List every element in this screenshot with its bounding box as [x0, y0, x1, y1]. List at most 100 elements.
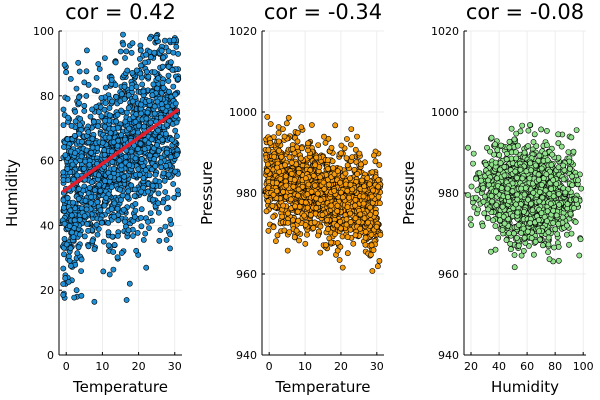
data-point — [536, 189, 543, 195]
data-point — [513, 130, 520, 137]
data-point — [495, 234, 502, 241]
data-point — [527, 122, 533, 128]
data-point — [75, 195, 82, 202]
data-point — [74, 172, 81, 179]
data-point — [334, 202, 341, 209]
data-point — [352, 196, 359, 203]
data-point — [81, 79, 88, 86]
data-point — [141, 146, 148, 152]
data-point — [546, 190, 553, 197]
data-point — [173, 119, 180, 126]
data-point — [138, 206, 145, 213]
data-point — [297, 155, 304, 162]
data-point — [295, 217, 302, 224]
data-point — [476, 170, 483, 177]
data-point — [68, 122, 75, 129]
x-axis-label: Temperature — [274, 378, 370, 396]
data-point — [60, 265, 67, 272]
data-point — [511, 230, 517, 237]
data-point — [513, 149, 519, 155]
data-point — [98, 95, 105, 101]
data-point — [125, 227, 132, 234]
data-point — [515, 142, 521, 149]
data-point — [169, 136, 175, 143]
data-point — [337, 225, 344, 232]
data-point — [111, 213, 117, 220]
data-point — [307, 212, 314, 218]
data-point — [511, 136, 518, 143]
data-point — [153, 35, 160, 41]
data-point — [527, 160, 534, 167]
data-point — [175, 76, 181, 82]
data-point — [504, 185, 511, 192]
data-point — [499, 203, 506, 210]
data-point — [142, 59, 148, 66]
data-point — [157, 227, 164, 233]
data-point — [102, 84, 109, 91]
data-point — [503, 237, 510, 243]
data-point — [376, 200, 383, 207]
data-point — [113, 94, 119, 100]
data-point — [172, 100, 179, 107]
data-point — [286, 229, 293, 235]
data-point — [544, 208, 551, 215]
data-point — [298, 124, 305, 131]
data-point — [344, 187, 351, 194]
data-point — [377, 231, 384, 238]
data-point — [302, 240, 309, 247]
data-point — [311, 182, 318, 189]
data-point — [352, 202, 358, 209]
data-point — [134, 229, 141, 236]
data-point — [555, 257, 562, 264]
data-point — [496, 152, 503, 158]
data-point — [530, 139, 537, 145]
data-point — [132, 155, 139, 162]
data-point — [171, 194, 177, 201]
data-point — [109, 98, 116, 105]
data-point — [485, 215, 491, 221]
data-point — [569, 182, 575, 188]
data-point — [560, 162, 567, 169]
data-point — [564, 201, 571, 207]
data-point — [165, 48, 172, 55]
data-point — [160, 84, 167, 91]
data-point — [81, 108, 88, 114]
data-point — [497, 217, 503, 224]
data-point — [514, 234, 520, 241]
data-point — [523, 168, 530, 175]
x-axis-label: Temperature — [72, 378, 168, 396]
data-point — [473, 175, 479, 182]
data-point — [133, 67, 140, 74]
data-point — [321, 186, 328, 192]
data-point — [339, 194, 346, 201]
data-point — [573, 127, 580, 134]
data-point — [531, 251, 537, 258]
data-point — [347, 226, 354, 233]
data-point — [132, 94, 139, 101]
data-point — [544, 218, 550, 224]
data-point — [285, 210, 291, 217]
data-point — [370, 187, 376, 194]
data-point — [155, 75, 162, 82]
data-point — [151, 110, 158, 117]
data-point — [165, 63, 172, 70]
data-point — [324, 157, 331, 163]
data-point — [568, 230, 575, 237]
data-point — [118, 250, 125, 256]
data-point — [329, 158, 336, 165]
data-point — [485, 177, 492, 184]
data-point — [501, 163, 508, 170]
data-point — [492, 141, 498, 148]
data-point — [111, 165, 117, 172]
data-point — [376, 162, 383, 168]
data-point — [310, 224, 317, 231]
data-point — [140, 236, 147, 243]
data-point — [145, 73, 152, 80]
data-point — [73, 85, 80, 92]
data-point — [276, 147, 282, 154]
data-point — [89, 135, 96, 142]
data-point — [518, 185, 524, 192]
data-point — [138, 223, 145, 230]
data-point — [569, 173, 575, 180]
